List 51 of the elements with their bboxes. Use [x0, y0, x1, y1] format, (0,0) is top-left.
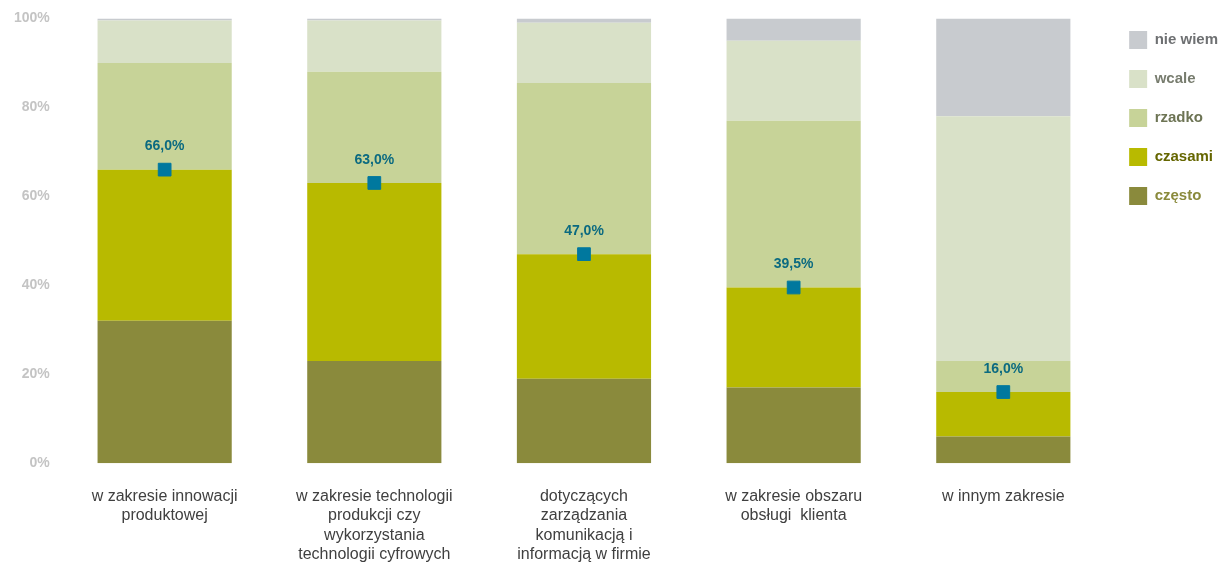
bar — [936, 360, 1071, 393]
bar — [516, 82, 652, 255]
data-label: 63,0% — [354, 150, 395, 167]
bar — [726, 40, 861, 121]
point — [996, 385, 1011, 399]
y-tick-label: 80% — [21, 98, 51, 115]
bar — [936, 436, 1071, 464]
y-tick-label: 40% — [21, 276, 51, 293]
x-tick-label: w zakresie innowacji produktowej — [90, 487, 238, 524]
bar — [307, 360, 442, 464]
y-tick-label: 60% — [21, 187, 51, 204]
legend-label: rzadko — [1154, 108, 1203, 126]
bar — [936, 18, 1071, 117]
bar — [516, 18, 652, 23]
bar — [307, 182, 442, 361]
point — [157, 162, 172, 177]
data-label: 16,0% — [983, 359, 1024, 376]
legend-label: czasami — [1154, 147, 1214, 165]
point — [786, 280, 801, 295]
bar — [97, 320, 232, 464]
bar — [516, 22, 652, 83]
bar — [936, 392, 1071, 437]
data-label: 66,0% — [144, 137, 186, 154]
data-label: 47,0% — [564, 222, 605, 238]
x-tick-label: w innym zakresie — [940, 487, 1065, 505]
x-tick-label: w zakresie obszaru obsługi klienta — [724, 487, 863, 524]
bar — [307, 18, 442, 21]
bar — [516, 254, 652, 379]
point — [367, 176, 382, 190]
legend-label: wcale — [1153, 69, 1196, 87]
x-tick-label: w zakresie technologii produkcji czy wykorzystania technologii cyfrowych — [295, 487, 453, 562]
legend-label: często — [1154, 186, 1202, 204]
y-tick-label: 100% — [13, 9, 51, 26]
bar — [726, 387, 861, 464]
bar — [726, 120, 861, 288]
point — [577, 247, 591, 262]
bar — [97, 62, 232, 170]
bar — [516, 378, 652, 464]
bar — [936, 116, 1071, 361]
bar — [307, 20, 442, 72]
bar — [726, 287, 861, 388]
bar — [97, 18, 232, 21]
y-tick-label: 0% — [29, 454, 51, 471]
bar — [97, 169, 232, 321]
data-label: 39,5% — [773, 255, 815, 272]
bar — [726, 18, 861, 41]
bar — [307, 71, 442, 183]
legend-label: nie wiem — [1154, 30, 1218, 48]
y-tick-label: 20% — [21, 365, 51, 382]
bar — [97, 20, 232, 63]
x-tick-label: dotyczących zarządzania komunikacją i informacją w firmie — [517, 487, 651, 562]
